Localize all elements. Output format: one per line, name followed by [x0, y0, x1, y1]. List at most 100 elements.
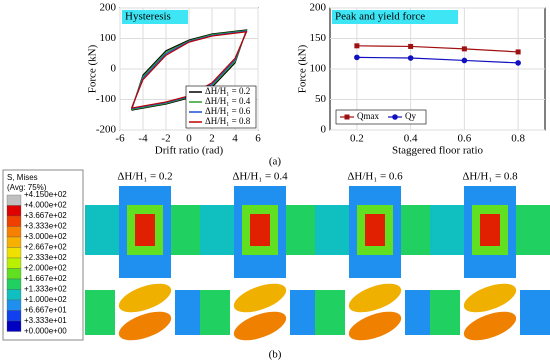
contour-swatch: [6, 310, 22, 322]
x-tick-label: -6: [115, 133, 125, 145]
legend-label: ΔH/H₁ = 0.6: [205, 106, 251, 116]
contour-panel: [286, 205, 320, 255]
contour-panel: [117, 282, 173, 314]
contour-panel: [117, 310, 173, 342]
contour-panel: [85, 290, 115, 335]
x-tick-label: 2: [209, 133, 215, 145]
legend-box: [185, 85, 257, 129]
contour-panel: [462, 282, 518, 314]
y-tick-label: -200: [96, 124, 117, 136]
legend-label: ΔH/H₁ = 0.8: [205, 116, 251, 126]
contour-panel: [171, 205, 205, 255]
x-axis-label: Drift ratio (rad): [155, 145, 224, 157]
contour-swatch: [6, 289, 22, 301]
panel-header: ΔH/H₁ = 0.8: [462, 171, 518, 183]
panel-header: ΔH/H₁ = 0.4: [232, 171, 288, 183]
contour-level-label: +3.000e+02: [24, 232, 67, 241]
annotation: Hysteresis: [125, 11, 171, 23]
y-axis-label: Force (kN): [297, 44, 309, 93]
contour-swatch: [6, 226, 22, 238]
contour-panel: [401, 205, 435, 255]
x-tick-label: 6: [255, 133, 261, 145]
x-tick-label: -4: [138, 133, 148, 145]
annotation-bg: [122, 10, 188, 24]
contour-swatch: [6, 236, 22, 248]
x-tick-label: -2: [161, 133, 170, 145]
contour-panel: [315, 290, 345, 335]
contour-swatch: [6, 278, 22, 290]
x-tick-label: 0: [186, 133, 192, 145]
marker: [461, 46, 467, 52]
y-tick-label: 100: [310, 63, 327, 75]
legend-box: [335, 109, 427, 125]
contour-swatch: [6, 205, 22, 217]
series-line: [130, 29, 248, 111]
contour-swatch: [6, 257, 22, 269]
contour-panel: [365, 214, 385, 246]
contour-panel: [430, 290, 460, 335]
contour-panel: [430, 205, 464, 255]
series-line: [356, 56, 519, 64]
contour-level-label: +3.333e+02: [24, 222, 67, 231]
contour-panel: [520, 290, 550, 335]
y-tick-label: 50: [315, 93, 327, 105]
contour-level-label: +4.000e+02: [24, 201, 67, 210]
contour-panel: [516, 205, 550, 255]
contour-swatch: [6, 268, 22, 280]
annotation: Peak and yield force: [335, 11, 425, 23]
contour-swatch: [6, 299, 22, 311]
x-axis-label: Staggered floor ratio: [392, 145, 484, 157]
contour-swatch: [6, 320, 22, 332]
legend-marker: [344, 114, 350, 120]
annotation-bg: [332, 10, 458, 24]
series-line: [130, 29, 248, 111]
contour-level-label: +3.667e+02: [24, 211, 67, 220]
y-axis-label: Force (kN): [87, 44, 99, 93]
y-tick-label: -100: [96, 93, 117, 105]
legend-label: Qmax: [357, 111, 379, 121]
y-tick-label: 0: [111, 63, 117, 75]
contour-panel: [315, 205, 349, 255]
contour-level-label: +1.333e+02: [24, 285, 67, 294]
contour-panel: [200, 290, 230, 335]
contour-level-label: +2.667e+02: [24, 243, 67, 252]
marker: [354, 43, 360, 49]
y-tick-label: 200: [310, 2, 327, 14]
x-tick-label: 0.4: [404, 133, 418, 145]
marker: [461, 57, 468, 64]
legend-label: ΔH/H₁ = 0.4: [205, 96, 251, 106]
panel-header: ΔH/H₁ = 0.6: [347, 171, 403, 183]
x-tick-label: 4: [232, 133, 238, 145]
contour-panel: [135, 214, 155, 246]
contour-level-label: +6.667e+01: [24, 306, 67, 315]
contour-subtitle: (Avg: 75%): [7, 183, 47, 192]
y-tick-label: 100: [100, 32, 117, 44]
panel-header: ΔH/H₁ = 0.2: [117, 171, 172, 183]
contour-panel: [480, 214, 500, 246]
panel-label: (b): [269, 349, 282, 361]
contour-panel: [85, 205, 119, 255]
contour-panel: [250, 214, 270, 246]
contour-panel: [462, 310, 518, 342]
y-tick-label: 150: [310, 32, 327, 44]
contour-panel: [347, 282, 403, 314]
contour-level-label: +1.000e+02: [24, 295, 67, 304]
contour-level-label: +2.000e+02: [24, 264, 67, 273]
panel-label: (a): [269, 156, 282, 168]
marker: [407, 55, 414, 61]
marker: [408, 43, 414, 49]
x-tick-label: 0.8: [511, 133, 525, 145]
contour-panel: [232, 310, 288, 342]
contour-panel: [347, 310, 403, 342]
series-line: [130, 31, 248, 109]
contour-swatch: [6, 247, 22, 259]
contour-level-label: +2.333e+02: [24, 253, 67, 262]
contour-panel: [232, 282, 288, 314]
contour-title: S, Mises: [7, 173, 38, 182]
legend-label: ΔH/H₁ = 0.2: [205, 86, 250, 96]
contour-level-label: +1.667e+02: [24, 274, 67, 283]
contour-level-label: +0.000e+00: [24, 327, 67, 336]
series-line: [356, 45, 519, 53]
marker: [515, 60, 521, 66]
